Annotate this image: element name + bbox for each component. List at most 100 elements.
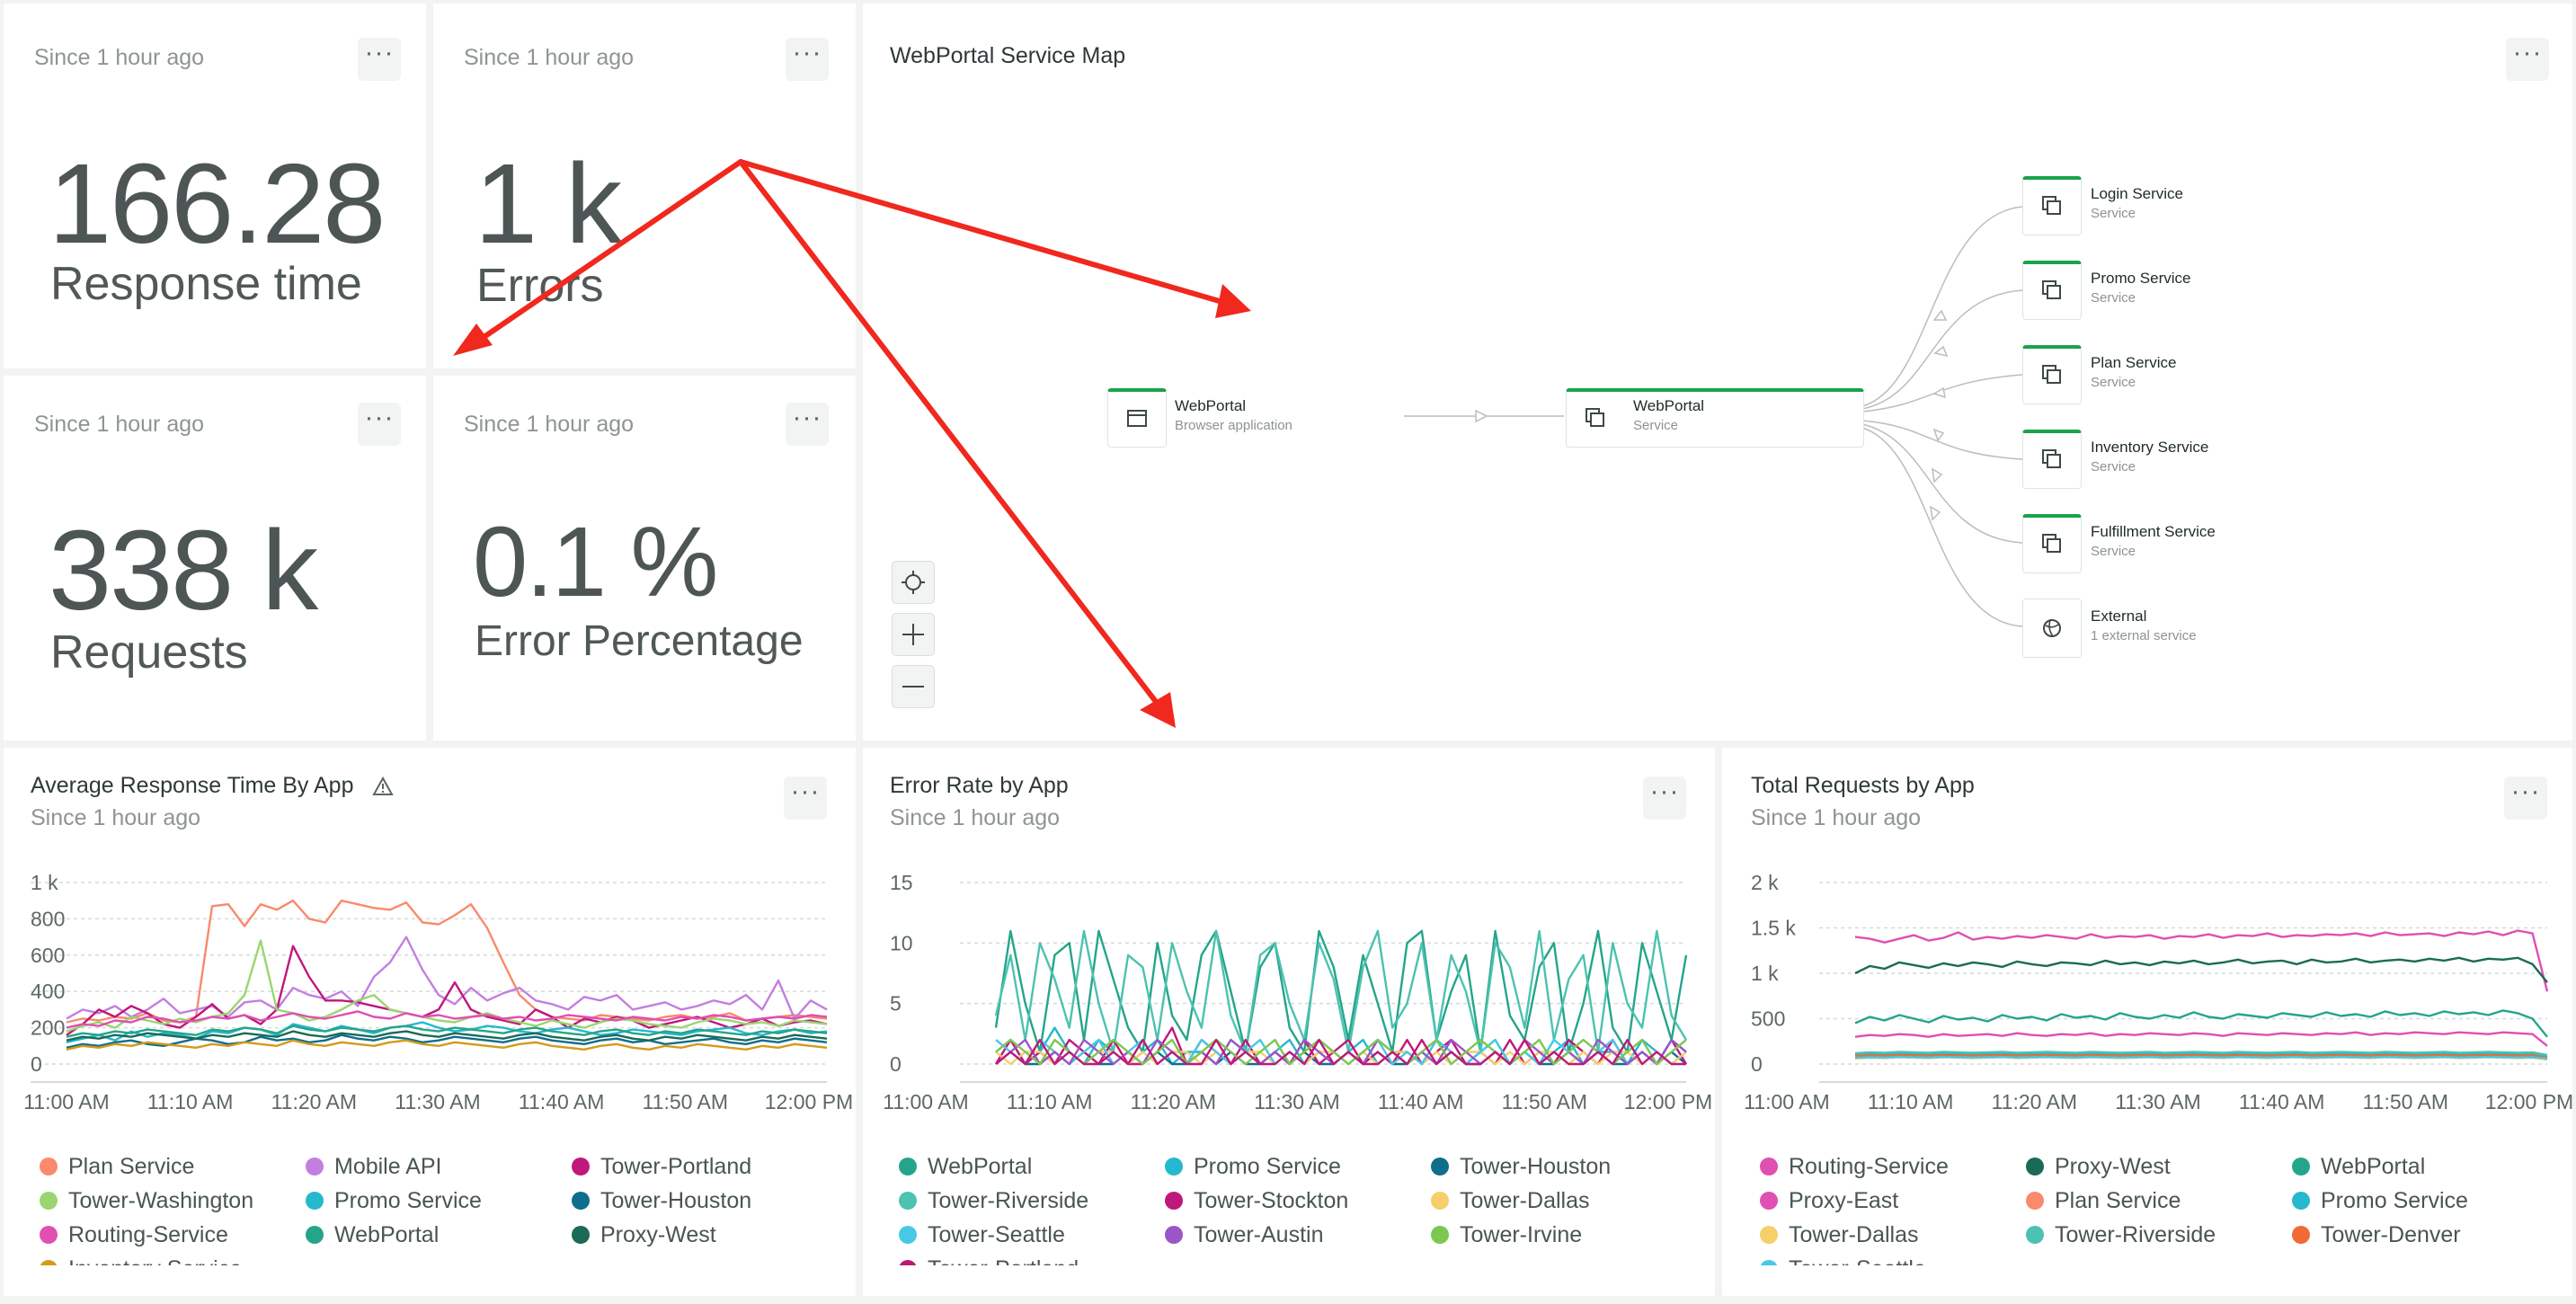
legend-item[interactable]: Proxy-West bbox=[572, 1222, 716, 1248]
series-line[interactable] bbox=[1854, 929, 2549, 992]
series-line[interactable] bbox=[1854, 1031, 2548, 1047]
legend-item[interactable]: Proxy-West bbox=[2026, 1154, 2171, 1180]
legend-label: Inventory Service bbox=[68, 1256, 242, 1265]
legend-item[interactable]: Tower-Portland bbox=[899, 1256, 1079, 1265]
legend-item[interactable]: Plan Service bbox=[2026, 1188, 2181, 1214]
panel-subtitle: Since 1 hour ago bbox=[31, 805, 201, 830]
tile-since: Since 1 hour ago bbox=[464, 412, 635, 437]
panel-menu-button[interactable]: ··· bbox=[2504, 776, 2547, 820]
service-icon bbox=[2042, 449, 2061, 468]
x-tick-label: 11:20 AM bbox=[1992, 1090, 2077, 1113]
legend-item[interactable]: Promo Service bbox=[1165, 1154, 1341, 1180]
service-icon bbox=[1586, 408, 1604, 427]
service-icon bbox=[2042, 280, 2061, 299]
service-map-title: WebPortal Service Map bbox=[890, 43, 1126, 68]
tile-since: Since 1 hour ago bbox=[34, 45, 205, 70]
legend-label: Proxy-West bbox=[600, 1222, 716, 1247]
legend-swatch bbox=[899, 1226, 917, 1244]
series-line[interactable] bbox=[994, 929, 1688, 1053]
legend-label: Tower-Stockton bbox=[1194, 1188, 1349, 1213]
series-line[interactable] bbox=[66, 900, 828, 1024]
legend-item[interactable]: Tower-Riverside bbox=[2026, 1222, 2216, 1248]
series-line[interactable] bbox=[1854, 956, 2548, 983]
legend-label: Tower-Washington bbox=[68, 1188, 254, 1213]
y-tick-label: 400 bbox=[31, 980, 65, 1003]
panel-total-requests bbox=[1722, 748, 2572, 1296]
x-tick-label: 11:20 AM bbox=[271, 1090, 357, 1113]
legend-item[interactable]: WebPortal bbox=[2292, 1154, 2425, 1180]
kpi-label: Requests bbox=[50, 626, 248, 679]
legend-item[interactable]: Tower-Riverside bbox=[899, 1188, 1088, 1214]
series-line[interactable] bbox=[1854, 1051, 2548, 1057]
legend-item[interactable]: Tower-Irvine bbox=[1431, 1222, 1582, 1248]
legend-label: Tower-Austin bbox=[1194, 1222, 1324, 1247]
series-line[interactable] bbox=[66, 1010, 828, 1029]
y-tick-label: 800 bbox=[31, 907, 65, 930]
node-box bbox=[2022, 261, 2082, 320]
legend-swatch bbox=[1165, 1226, 1183, 1244]
legend-swatch bbox=[40, 1158, 58, 1175]
legend-item[interactable]: Mobile API bbox=[306, 1154, 442, 1180]
legend-item[interactable]: Tower-Austin bbox=[1165, 1222, 1324, 1248]
tile-menu-button[interactable]: ··· bbox=[786, 38, 829, 81]
tile-menu-button[interactable]: ··· bbox=[358, 403, 401, 446]
legend-item[interactable]: Tower-Houston bbox=[1431, 1154, 1611, 1180]
legend-label: Tower-Houston bbox=[600, 1188, 752, 1213]
legend-label: WebPortal bbox=[334, 1222, 440, 1247]
y-tick-label: 1 k bbox=[1751, 962, 1779, 985]
x-tick-label: 11:30 AM bbox=[395, 1090, 480, 1113]
series-line[interactable] bbox=[1854, 1053, 2548, 1060]
node-box bbox=[2022, 176, 2082, 235]
legend-label: Tower-Denver bbox=[2321, 1222, 2461, 1247]
legend-item[interactable]: Tower-Dallas bbox=[1760, 1222, 1918, 1248]
series-line[interactable] bbox=[1854, 1055, 2548, 1060]
series-line[interactable] bbox=[66, 936, 828, 1020]
legend-item[interactable]: Tower-Dallas bbox=[1431, 1188, 1589, 1214]
legend-item[interactable]: Plan Service bbox=[40, 1154, 194, 1180]
x-tick-label: 12:00 PM bbox=[1624, 1090, 1712, 1113]
legend-item[interactable]: Promo Service bbox=[2292, 1188, 2468, 1214]
legend-item[interactable]: Tower-Seattle bbox=[1760, 1256, 1926, 1265]
legend-swatch bbox=[572, 1158, 590, 1175]
x-tick-label: 12:00 PM bbox=[2485, 1090, 2573, 1113]
x-tick-label: 11:10 AM bbox=[1868, 1090, 1953, 1113]
legend-item[interactable]: WebPortal bbox=[899, 1154, 1032, 1180]
legend-item[interactable]: Proxy-East bbox=[1760, 1188, 1898, 1214]
legend-item[interactable]: Inventory Service bbox=[40, 1256, 242, 1265]
legend-item[interactable]: Routing-Service bbox=[40, 1222, 228, 1248]
legend-item[interactable]: Routing-Service bbox=[1760, 1154, 1949, 1180]
legend-item[interactable]: Tower-Seattle bbox=[899, 1222, 1065, 1248]
legend-label: Tower-Houston bbox=[1460, 1154, 1612, 1179]
series-line[interactable] bbox=[66, 1039, 828, 1051]
kpi-tile-response-time: Since 1 hour ago ··· 166.28 Response tim… bbox=[4, 4, 426, 368]
legend-item[interactable]: Promo Service bbox=[306, 1188, 482, 1214]
panel-menu-button[interactable]: ··· bbox=[784, 776, 827, 820]
series-line[interactable] bbox=[66, 1030, 828, 1042]
tile-menu-button[interactable]: ··· bbox=[358, 38, 401, 81]
series-line[interactable] bbox=[1854, 1052, 2548, 1059]
service-icon bbox=[2042, 196, 2061, 215]
node-title: External bbox=[2091, 608, 2147, 625]
service-map-menu-button[interactable]: ··· bbox=[2506, 38, 2549, 81]
series-line[interactable] bbox=[995, 1038, 1686, 1066]
y-tick-label: 500 bbox=[1751, 1007, 1785, 1031]
legend-label: Routing-Service bbox=[68, 1222, 228, 1247]
legend-swatch bbox=[1760, 1192, 1778, 1210]
legend-swatch bbox=[1760, 1158, 1778, 1175]
legend-item[interactable]: Tower-Washington bbox=[40, 1188, 253, 1214]
series-line[interactable] bbox=[1854, 1009, 2548, 1038]
warning-icon[interactable] bbox=[372, 776, 394, 796]
legend-item[interactable]: Tower-Stockton bbox=[1165, 1188, 1348, 1214]
legend-item[interactable]: WebPortal bbox=[306, 1222, 439, 1248]
y-tick-label: 5 bbox=[890, 992, 902, 1016]
legend-item[interactable]: Tower-Denver bbox=[2292, 1222, 2461, 1248]
legend-item[interactable]: Tower-Portland bbox=[572, 1154, 751, 1180]
legend-swatch bbox=[1431, 1158, 1449, 1175]
panel-menu-button[interactable]: ··· bbox=[1643, 776, 1686, 820]
x-tick-label: 11:20 AM bbox=[1131, 1090, 1216, 1113]
series-line[interactable] bbox=[994, 1026, 1688, 1066]
series-line[interactable] bbox=[994, 929, 1688, 1053]
series-line[interactable] bbox=[66, 1025, 828, 1038]
legend-item[interactable]: Tower-Houston bbox=[572, 1188, 751, 1214]
legend-label: Tower-Irvine bbox=[1460, 1222, 1583, 1247]
